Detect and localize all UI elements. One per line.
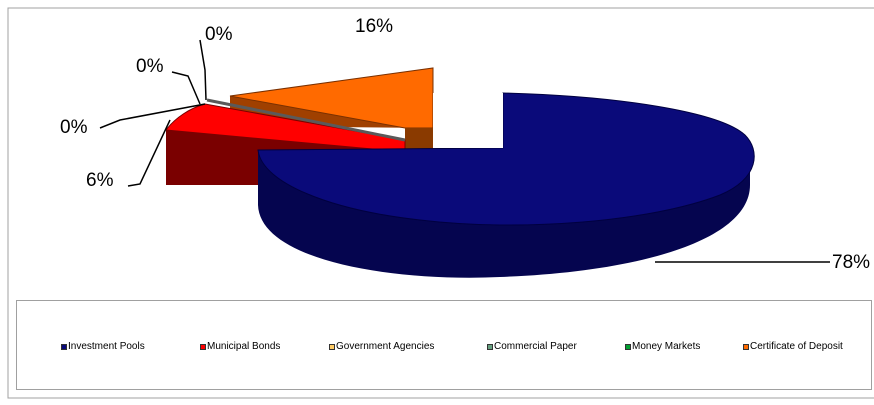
legend-label: Government Agencies bbox=[336, 341, 435, 352]
data-label-municipal-bonds: 6% bbox=[86, 170, 114, 191]
legend-item-money-markets: Money Markets bbox=[625, 341, 700, 352]
slice-gap bbox=[433, 93, 503, 148]
data-label-money-markets: 0% bbox=[60, 117, 88, 138]
legend-swatch-icon bbox=[61, 343, 67, 350]
leader-line-1 bbox=[199, 39, 207, 101]
legend-swatch-icon bbox=[200, 343, 206, 350]
legend-label: Investment Pools bbox=[68, 341, 145, 352]
legend-item-government-agencies: Government Agencies bbox=[329, 341, 434, 352]
legend-row: Investment Pools Municipal Bonds Governm… bbox=[17, 341, 873, 357]
legend: Investment Pools Municipal Bonds Governm… bbox=[16, 300, 872, 390]
legend-swatch-icon bbox=[743, 343, 749, 350]
legend-item-certificate-of-deposit: Certificate of Deposit bbox=[743, 341, 843, 352]
leader-line-4 bbox=[127, 119, 171, 187]
legend-swatch-icon bbox=[329, 343, 335, 350]
legend-item-commercial-paper: Commercial Paper bbox=[487, 341, 577, 352]
data-label-commercial-paper: 0% bbox=[136, 56, 164, 77]
legend-swatch-icon bbox=[487, 343, 493, 350]
legend-item-municipal-bonds: Municipal Bonds bbox=[200, 341, 280, 352]
legend-label: Commercial Paper bbox=[494, 341, 577, 352]
legend-item-investment-pools: Investment Pools bbox=[61, 341, 145, 352]
legend-label: Municipal Bonds bbox=[207, 341, 281, 352]
legend-label: Certificate of Deposit bbox=[750, 341, 843, 352]
leader-line-2 bbox=[171, 71, 201, 105]
data-label-investment-pools: 78% bbox=[832, 252, 870, 273]
slice-zero-slivers bbox=[206, 98, 406, 142]
legend-label: Money Markets bbox=[632, 341, 701, 352]
legend-swatch-icon bbox=[625, 343, 631, 350]
slice-top-ip bbox=[257, 92, 755, 226]
leader-line-3 bbox=[99, 103, 206, 129]
slice-investment-pools bbox=[257, 92, 755, 278]
chart-border bbox=[7, 7, 874, 399]
data-label-government-agencies: 0% bbox=[205, 24, 233, 45]
data-label-certificate-of-deposit: 16% bbox=[355, 16, 393, 37]
